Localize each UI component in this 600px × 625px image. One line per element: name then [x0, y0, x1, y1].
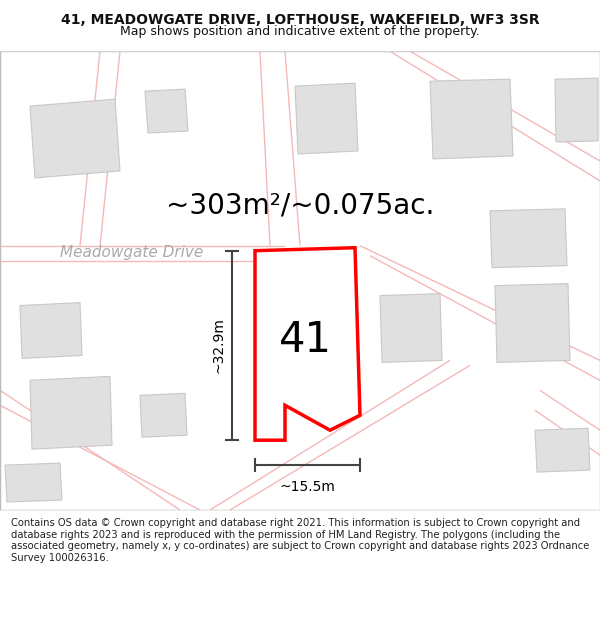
Polygon shape	[495, 284, 570, 362]
Polygon shape	[140, 393, 187, 438]
Polygon shape	[5, 463, 62, 502]
Text: Map shows position and indicative extent of the property.: Map shows position and indicative extent…	[120, 26, 480, 39]
Text: ~32.9m: ~32.9m	[211, 318, 225, 373]
Polygon shape	[20, 302, 82, 358]
Text: ~15.5m: ~15.5m	[280, 480, 335, 494]
Text: Meadowgate Drive: Meadowgate Drive	[60, 245, 203, 260]
Text: 41, MEADOWGATE DRIVE, LOFTHOUSE, WAKEFIELD, WF3 3SR: 41, MEADOWGATE DRIVE, LOFTHOUSE, WAKEFIE…	[61, 12, 539, 27]
Polygon shape	[430, 79, 513, 159]
Polygon shape	[555, 78, 598, 142]
Polygon shape	[295, 83, 358, 154]
Polygon shape	[145, 89, 188, 133]
Text: Contains OS data © Crown copyright and database right 2021. This information is : Contains OS data © Crown copyright and d…	[11, 518, 589, 563]
Polygon shape	[290, 279, 347, 348]
Text: ~303m²/~0.075ac.: ~303m²/~0.075ac.	[166, 192, 434, 220]
Polygon shape	[490, 209, 567, 268]
Polygon shape	[255, 248, 360, 440]
Polygon shape	[380, 294, 442, 362]
Polygon shape	[30, 376, 112, 449]
Text: 41: 41	[278, 319, 331, 361]
Polygon shape	[30, 99, 120, 178]
Polygon shape	[535, 428, 590, 472]
